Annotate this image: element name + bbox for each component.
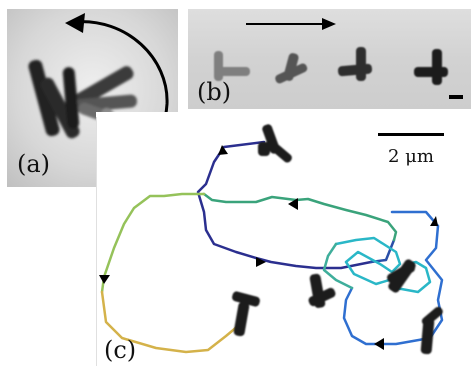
particle-2 bbox=[275, 53, 308, 84]
trajectory-segment-green bbox=[202, 192, 398, 242]
particle-3 bbox=[337, 47, 373, 81]
trajectory-segment-yellow bbox=[100, 290, 240, 354]
direction-arrowhead-icon bbox=[322, 18, 336, 30]
trajectory-segment-blue bbox=[369, 238, 396, 264]
trajectory bbox=[100, 140, 444, 354]
arrowhead-icon bbox=[256, 257, 266, 267]
particle-right-3 bbox=[420, 306, 443, 355]
arrowhead-icon bbox=[288, 198, 298, 210]
arrowhead-icon bbox=[99, 275, 110, 284]
arrowhead-icon bbox=[374, 338, 384, 350]
particles-c bbox=[232, 124, 443, 355]
particle-top bbox=[258, 124, 292, 163]
scalebar-c-label: 2 μm bbox=[388, 146, 434, 167]
trajectory-arrows bbox=[99, 145, 438, 350]
trajectory-segment-dark-blue bbox=[196, 140, 373, 270]
scalebar-c bbox=[378, 133, 444, 136]
rotation-arrowhead-icon bbox=[65, 13, 85, 33]
panel-label-b: (b) bbox=[197, 78, 231, 106]
arrowhead-icon bbox=[430, 216, 438, 226]
particle-sequence bbox=[214, 47, 448, 85]
panel-c-trajectory: 2 μm bbox=[96, 112, 472, 366]
particle-bottom bbox=[232, 291, 260, 337]
panel-b: (b) bbox=[188, 9, 471, 109]
trajectory-segment-cyan bbox=[334, 236, 432, 294]
panel-b-micrograph: (b) bbox=[188, 9, 471, 109]
arrowhead-icon bbox=[218, 145, 228, 155]
panel-label-c: (c) bbox=[104, 336, 136, 364]
scalebar-b bbox=[449, 95, 463, 99]
panel-c: 2 μm bbox=[96, 112, 472, 366]
particle-right-2 bbox=[386, 259, 416, 293]
trajectory-segment-teal bbox=[322, 242, 354, 290]
particle-1 bbox=[214, 51, 250, 81]
panel-label-a: (a) bbox=[17, 150, 50, 178]
trajectory-segment-light-green bbox=[100, 192, 206, 294]
particle-right-1 bbox=[308, 273, 336, 308]
particle-4 bbox=[414, 49, 448, 85]
